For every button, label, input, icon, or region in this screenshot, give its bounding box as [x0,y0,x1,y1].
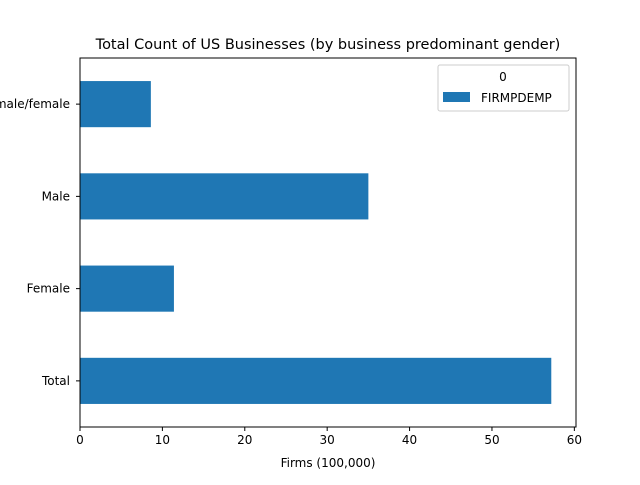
bar [80,81,151,128]
x-tick-label: 0 [76,433,84,447]
x-axis-label: Firms (100,000) [281,456,376,470]
bars-layer [80,81,552,404]
x-tick-label: 40 [402,433,417,447]
x-axis-ticks: 0 10 20 30 40 50 60 [76,427,582,447]
x-tick-label: 10 [155,433,170,447]
legend: 0 FIRMPDEMP [437,64,570,112]
axes-frame [79,57,577,428]
y-tick-label: Male [42,189,70,203]
x-tick-label: 60 [567,433,582,447]
bar [80,357,552,404]
y-tick-label: Total [41,374,70,388]
legend-entry-label: FIRMPDEMP [481,91,552,105]
y-axis-ticks: Total Female Male Equally male/female [0,97,80,388]
x-tick-label: 50 [484,433,499,447]
x-tick-label: 30 [320,433,335,447]
y-tick-label: Equally male/female [0,97,70,111]
bar [80,173,369,220]
legend-box [437,64,570,112]
y-tick-label: Female [27,282,70,296]
bar [80,265,174,312]
legend-swatch [443,92,470,102]
chart-title: Total Count of US Businesses (by busines… [95,37,561,53]
legend-title: 0 [499,70,507,84]
x-tick-label: 20 [237,433,252,447]
